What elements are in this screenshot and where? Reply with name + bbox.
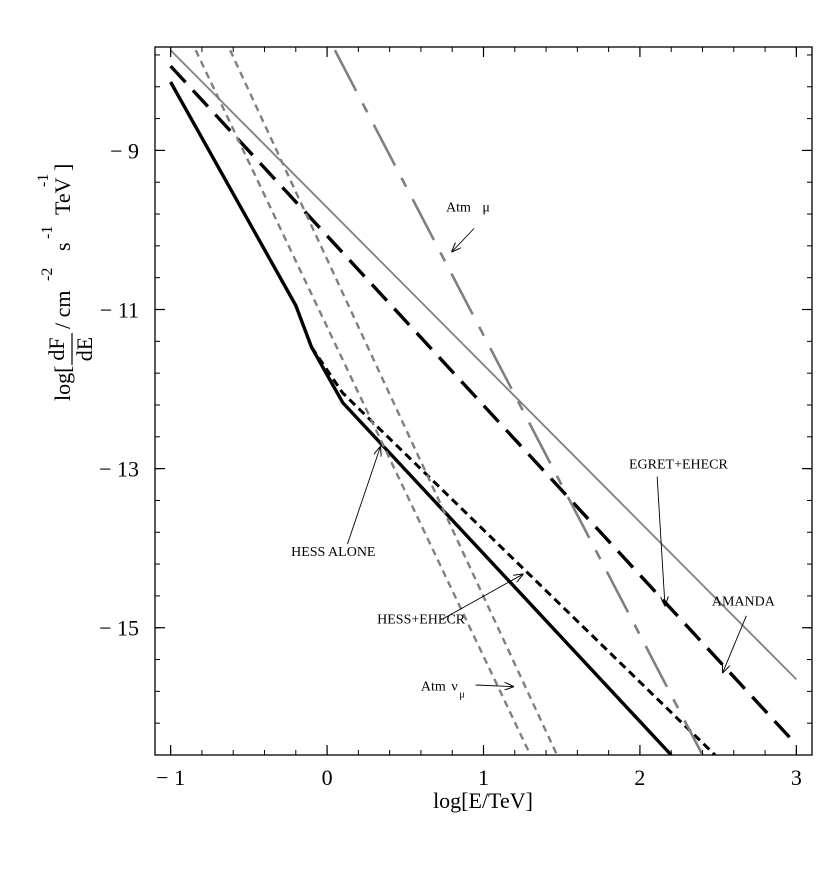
x-tick-label: 3 xyxy=(791,765,802,790)
y-title-frac-num: dF xyxy=(44,337,69,360)
y-title-s-exp: -1 xyxy=(39,226,56,239)
series-amanda-line xyxy=(169,49,798,681)
annotation-egret-arrow xyxy=(656,476,665,606)
annotation-atm-nu-mu: μ xyxy=(459,690,464,701)
y-title-units-exp: -2 xyxy=(39,268,56,281)
y-title-prefix: log[ xyxy=(50,366,75,401)
y-title-units: / cm xyxy=(50,291,75,330)
y-title-tev: TeV xyxy=(50,177,75,215)
series-atm-1-line xyxy=(194,49,532,755)
y-tick-label: − 9 xyxy=(110,138,139,163)
annotation-atm-nu-label: Atm xyxy=(421,680,446,695)
x-tick-label: − 1 xyxy=(156,765,185,790)
y-title-s: s xyxy=(50,242,75,251)
y-tick-label: − 11 xyxy=(100,298,139,323)
annotation-egret: EGRET+EHECR xyxy=(629,458,729,606)
series-hess-ehecr-line xyxy=(310,346,717,755)
annotation-hess-alone: HESS ALONE xyxy=(291,447,380,560)
x-axis-title: log[E/TeV] xyxy=(433,788,533,813)
annotation-atm-mu-label: Atm xyxy=(446,201,471,216)
annotation-amanda-label: AMANDA xyxy=(712,594,776,609)
annotation-atm-mu-arrow xyxy=(452,228,475,251)
ticks-layer: − 1 0 1 2 3 − 9 − 11 − 13 − 15 xyxy=(99,47,812,790)
annotation-amanda: AMANDA xyxy=(712,594,776,672)
y-title-tev-exp: -1 xyxy=(35,174,52,187)
series-hess-alone-line xyxy=(169,81,673,755)
annotation-hess-alone-arrow xyxy=(346,447,380,545)
series-layer xyxy=(169,49,798,755)
annotation-egret-label: EGRET+EHECR xyxy=(629,458,729,473)
y-axis-title: log[ dF dE / cm -2 s -1 TeV -1 ] xyxy=(35,164,97,401)
svg-text:log[: log[ xyxy=(50,366,75,401)
series-egret-ehecr-line xyxy=(169,64,798,746)
y-title-frac-den: dE xyxy=(72,337,97,361)
x-tick-label: 1 xyxy=(478,765,489,790)
annotation-atm-nu: Atm νμ xyxy=(421,680,513,701)
series-atm-line xyxy=(333,49,704,755)
annotation-amanda-arrow xyxy=(723,615,747,672)
annotation-hess-ehecr-arrow xyxy=(441,574,522,621)
annotation-atm-nu-nu: ν xyxy=(451,680,457,695)
x-tick-label: 2 xyxy=(634,765,645,790)
annotation-atm-mu-mu: μ xyxy=(482,201,490,216)
series-atm-2-line xyxy=(229,49,559,755)
annotation-hess-alone-label: HESS ALONE xyxy=(291,545,375,560)
y-title-suffix: ] xyxy=(50,164,75,171)
annotation-hess-ehecr-label: HESS+EHECR xyxy=(377,613,466,628)
y-tick-label: − 13 xyxy=(99,457,139,482)
plot-frame xyxy=(154,46,813,756)
x-tick-label: 0 xyxy=(322,765,333,790)
annotation-atm-nu-arrow xyxy=(475,685,514,687)
y-tick-label: − 15 xyxy=(99,616,139,641)
annotation-hess-ehecr: HESS+EHECR xyxy=(377,574,522,628)
annotation-atm-mu: Atm μ xyxy=(446,201,490,252)
